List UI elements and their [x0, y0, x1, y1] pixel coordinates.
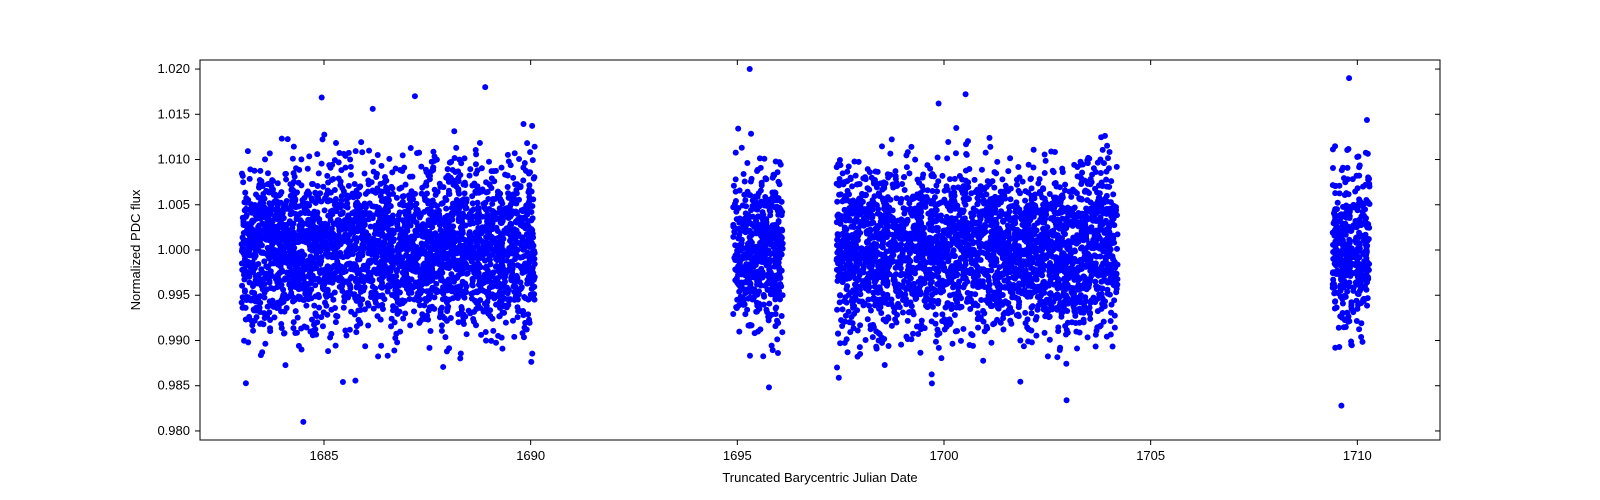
y-tick-label: 0.980	[157, 423, 190, 438]
lightcurve-scatter-plot: 1685 1690 1695 1700 1705 1710 0.980 0.985 0.990 0…	[0, 0, 1600, 500]
x-tick-label: 1705	[1136, 448, 1165, 463]
chart-svg: 1685 1690 1695 1700 1705 1710 0.980 0.985 0.990 0…	[0, 0, 1600, 500]
y-tick-label: 1.000	[157, 242, 190, 257]
y-tick-label: 1.005	[157, 197, 190, 212]
y-tick-label: 1.010	[157, 152, 190, 167]
y-tick-label: 0.990	[157, 332, 190, 347]
y-tick-label: 1.020	[157, 61, 190, 76]
x-axis-label: Truncated Barycentric Julian Date	[722, 470, 917, 485]
y-tick-label: 1.015	[157, 106, 190, 121]
y-tick-label: 0.995	[157, 287, 190, 302]
y-tick-label: 0.985	[157, 378, 190, 393]
y-axis-label: Normalized PDC flux	[128, 189, 143, 310]
x-tick-label: 1695	[723, 448, 752, 463]
x-tick-label: 1685	[310, 448, 339, 463]
x-tick-label: 1690	[516, 448, 545, 463]
x-tick-label: 1710	[1343, 448, 1372, 463]
x-tick-label: 1700	[930, 448, 959, 463]
